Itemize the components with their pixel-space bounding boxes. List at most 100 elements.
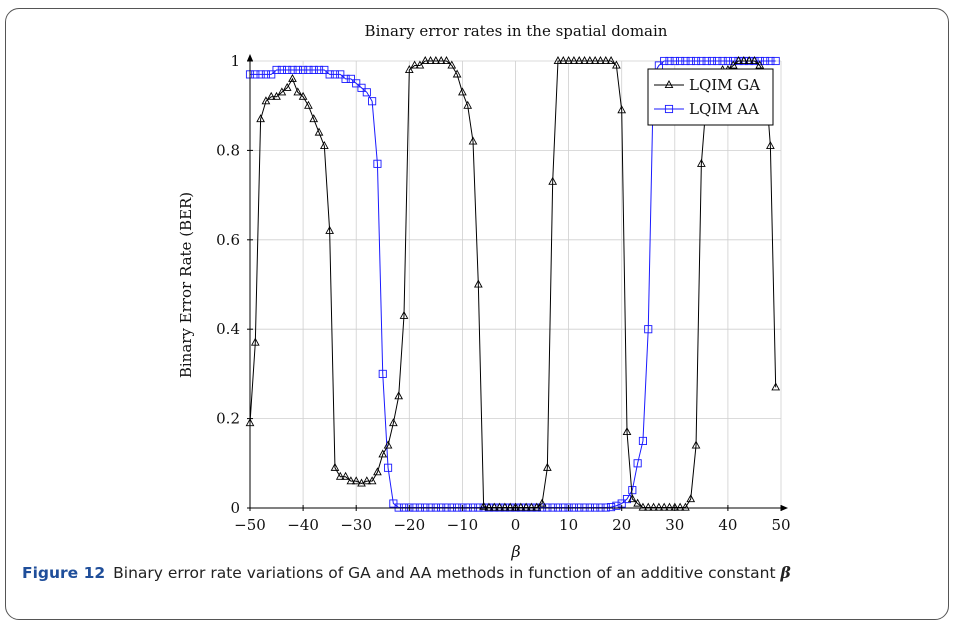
data-point [766, 56, 775, 66]
data-point [686, 494, 696, 503]
data-point [420, 56, 430, 65]
legend-marker [664, 104, 674, 114]
data-point [500, 502, 510, 511]
chart-title: Binary error rates in the spatial domain [365, 22, 668, 40]
data-point [532, 502, 542, 511]
data-point [330, 70, 340, 79]
data-point [378, 369, 387, 378]
x-tick-label: 50 [771, 516, 790, 534]
data-point [384, 463, 393, 472]
data-point [638, 502, 648, 511]
series-line [250, 60, 776, 509]
data-point [309, 65, 318, 74]
data-point [267, 70, 276, 79]
data-point [373, 467, 382, 476]
data-point [352, 79, 361, 88]
x-axis-label: β [510, 542, 520, 561]
data-point [479, 501, 488, 510]
data-point [601, 56, 611, 65]
axes [247, 54, 788, 511]
x-tick-label: −40 [287, 516, 319, 534]
legend-marker [664, 80, 674, 89]
data-point [288, 73, 297, 82]
data-point [574, 56, 584, 65]
data-point [314, 65, 324, 74]
data-point [447, 60, 457, 69]
data-point [670, 56, 679, 66]
data-point [734, 56, 743, 65]
data-point [543, 462, 552, 471]
data-point [516, 502, 526, 511]
data-point [442, 56, 451, 65]
x-tick-label: 20 [612, 516, 631, 534]
data-point [691, 440, 701, 449]
caption-symbol: β [780, 563, 791, 582]
data-point [458, 87, 467, 96]
series-line [249, 60, 777, 509]
data-point [612, 501, 621, 510]
data-point [304, 100, 313, 109]
data-point [452, 69, 462, 78]
data-point [596, 56, 605, 65]
data-point [612, 60, 621, 69]
data-point [415, 60, 425, 69]
x-tick-label: 0 [511, 516, 521, 534]
data-point [336, 70, 345, 79]
data-point [314, 127, 324, 136]
data-point [368, 97, 377, 106]
legend-label: LQIM AA [689, 100, 759, 118]
y-tick-label: 0 [230, 499, 240, 517]
data-point [495, 502, 504, 511]
data-point [341, 471, 350, 480]
data-point [298, 91, 308, 100]
data-point [638, 436, 647, 446]
data-point [320, 65, 329, 74]
ticks: −50 −40 −30 −20 −10 0 10 20 30 40 50 0 0.2 0.4 0.6 0.8 1 [216, 52, 790, 534]
data-point [580, 56, 589, 65]
data-point [696, 158, 706, 167]
data-point [335, 471, 345, 480]
data-point [771, 56, 780, 66]
data-point [383, 440, 393, 449]
data-point [426, 56, 435, 65]
data-point [766, 140, 775, 149]
x-tick-label: −50 [234, 516, 266, 534]
figure-frame [5, 8, 949, 620]
data-point [436, 56, 446, 65]
data-point [351, 476, 361, 485]
data-point [378, 449, 388, 458]
data-point [649, 502, 658, 511]
data-point [654, 502, 664, 511]
x-axis-arrow [781, 505, 788, 511]
data-point [341, 74, 350, 83]
data-point [527, 502, 536, 511]
data-point [489, 502, 499, 511]
data-point [564, 56, 573, 65]
y-tick-label: 0.8 [216, 141, 240, 159]
data-point [607, 503, 616, 512]
data-point [590, 56, 600, 65]
data-point [468, 136, 478, 145]
grid [249, 60, 782, 509]
data-point [606, 56, 616, 65]
data-point [633, 459, 642, 468]
data-point [521, 502, 531, 511]
data-point [431, 56, 441, 65]
data-point [410, 60, 419, 69]
data-point [299, 65, 308, 74]
data-point [357, 83, 366, 92]
data-point [283, 65, 292, 74]
figure-caption: Figure 12 Binary error rate variations of… [22, 563, 932, 582]
data-point [681, 56, 690, 66]
data-point [473, 279, 483, 288]
data-point [293, 65, 302, 74]
data-point [404, 65, 414, 73]
data-point [622, 427, 632, 436]
data-point [548, 176, 558, 185]
data-point [261, 96, 271, 105]
data-point [633, 498, 642, 507]
data-point [660, 56, 669, 66]
legend-box [647, 68, 774, 126]
data-point [330, 462, 340, 471]
